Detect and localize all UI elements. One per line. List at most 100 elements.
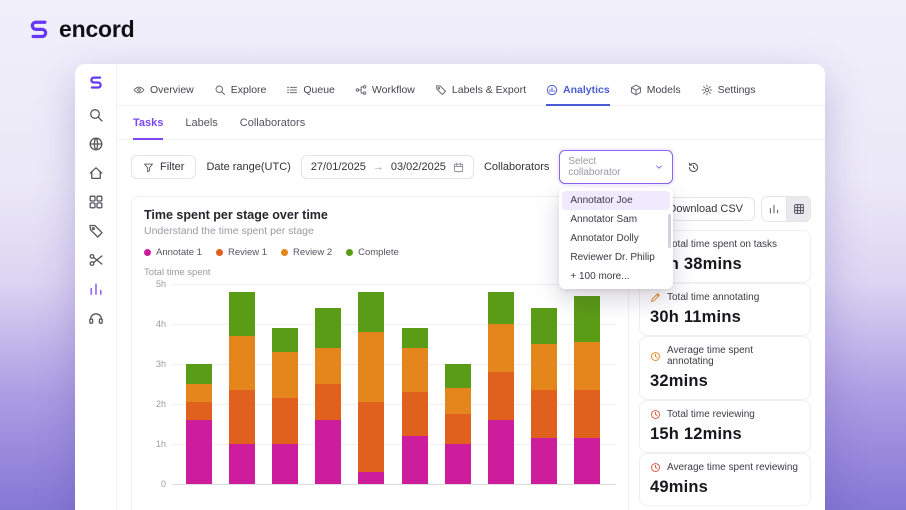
app-window: Overview Explore Queue Workflow Labels & Exp… — [75, 64, 825, 510]
legend-item[interactable]: Review 1 — [215, 247, 267, 258]
chart-subtitle: Understand the time spent per stage — [144, 225, 314, 237]
bar-segment — [573, 438, 600, 484]
sidebar-encord-logo-icon[interactable] — [87, 74, 105, 92]
stat-card: Average time spent reviewing 49mins — [639, 453, 811, 506]
bar-segment — [530, 438, 557, 484]
bar-segment — [272, 398, 299, 444]
tab-analytics[interactable]: Analytics — [546, 76, 610, 106]
stat-value: 32mins — [650, 372, 709, 390]
bar-segment — [315, 308, 342, 348]
stat-title: Average time spent annotating — [667, 345, 753, 367]
table-view-button[interactable] — [786, 197, 810, 221]
encord-brand: encord — [26, 16, 135, 43]
subtab-collaborators[interactable]: Collaborators — [239, 117, 306, 129]
bar-segment — [573, 296, 600, 342]
bar-segment — [186, 384, 212, 402]
bar-segment — [186, 420, 212, 484]
filter-button-label: Filter — [160, 161, 185, 173]
bar-segment — [487, 372, 514, 420]
bar-segment — [229, 390, 256, 444]
sidebar-search-icon[interactable] — [88, 107, 104, 123]
tab-models[interactable]: Models — [630, 76, 681, 106]
bar-segment — [358, 292, 385, 332]
stat-title: Average time spent reviewing — [667, 462, 798, 473]
dropdown-option[interactable]: + 100 more... — [570, 271, 630, 282]
sidebar-apps-icon[interactable] — [88, 194, 104, 210]
sidebar-scissors-icon[interactable] — [88, 252, 104, 268]
refresh-icon[interactable] — [683, 157, 703, 177]
stat-value: 49mins — [650, 478, 709, 496]
filter-row: Filter Date range(UTC) 27/01/2025 → 03/0… — [117, 140, 825, 289]
stat-title: Total time annotating — [667, 292, 760, 303]
subtab-labels[interactable]: Labels — [185, 117, 218, 129]
y-tick-label: 1h — [155, 439, 166, 449]
sidebar-analytics-icon[interactable] — [88, 281, 104, 297]
chart-card: Time spent per stage over time Understan… — [131, 196, 629, 510]
bar-segment — [444, 414, 471, 444]
bar-column — [573, 296, 600, 484]
encord-logo-icon — [26, 17, 52, 43]
dropdown-option[interactable]: Annotator Joe — [562, 191, 671, 210]
sidebar-globe-icon[interactable] — [88, 136, 104, 152]
sidebar-home-icon[interactable] — [88, 165, 104, 181]
bar-segment — [487, 324, 514, 372]
download-csv-label: Download CSV — [668, 203, 743, 215]
bar-column — [530, 308, 557, 484]
bar-segment — [358, 402, 385, 472]
bar-segment — [229, 444, 256, 484]
legend-item[interactable]: Annotate 1 — [144, 247, 202, 258]
clock-icon — [650, 351, 661, 362]
date-arrow: → — [372, 161, 384, 173]
sidebar-annotate-icon[interactable] — [88, 223, 104, 239]
collaborator-select[interactable]: Select collaborator — [559, 150, 674, 184]
y-tick-label: 0 — [160, 479, 166, 489]
legend-item[interactable]: Complete — [346, 247, 399, 258]
tab-workflow[interactable]: Workflow — [355, 76, 415, 106]
bar-chart-icon — [768, 203, 780, 215]
dropdown-option[interactable]: Annotator Sam — [570, 214, 638, 225]
tab-settings[interactable]: Settings — [701, 76, 756, 106]
chart-title: Time spent per stage over time — [144, 208, 328, 222]
subtab-tasks[interactable]: Tasks — [133, 117, 164, 140]
chart-view-button[interactable] — [762, 197, 786, 221]
tab-overview[interactable]: Overview — [133, 76, 194, 106]
tab-labels-export[interactable]: Labels & Export — [435, 76, 526, 106]
grid-icon — [793, 203, 805, 215]
content-area: Overview Explore Queue Workflow Labels & Exp… — [117, 64, 825, 510]
tab-queue[interactable]: Queue — [286, 76, 335, 106]
dropdown-scrollbar[interactable] — [668, 214, 672, 248]
chevron-down-icon — [654, 162, 664, 172]
dropdown-option[interactable]: Reviewer Dr. Philip — [570, 252, 655, 263]
bar-segment — [530, 308, 557, 344]
legend-item[interactable]: Review 2 — [281, 247, 332, 258]
bar-segment — [229, 336, 256, 390]
tab-explore[interactable]: Explore — [214, 76, 266, 106]
stat-value: 15h 12mins — [650, 425, 742, 443]
gridline — [172, 364, 616, 365]
date-range-input[interactable]: 27/01/2025 → 03/02/2025 — [300, 155, 474, 179]
y-axis-caption: Total time spent — [144, 267, 211, 278]
funnel-icon — [143, 162, 154, 173]
sidebar-support-icon[interactable] — [88, 310, 104, 326]
dropdown-options: Annotator Joe Annotator Sam Annotator Doll… — [562, 191, 671, 286]
clock-icon — [650, 462, 661, 473]
gridline — [172, 284, 616, 285]
bar-segment — [358, 472, 385, 484]
main-area: Time spent per stage over time Understan… — [117, 194, 825, 510]
date-to-value[interactable]: 03/02/2025 — [390, 161, 446, 173]
pencil-icon — [650, 292, 661, 303]
collaborator-select-placeholder: Select collaborator — [568, 156, 621, 178]
bar-column — [186, 364, 212, 484]
gridline — [172, 404, 616, 405]
bar-segment — [530, 390, 557, 438]
bar-segment — [487, 292, 514, 324]
bar-column — [487, 292, 514, 484]
bar-column — [444, 364, 471, 484]
bars — [174, 284, 612, 484]
filter-button[interactable]: Filter — [131, 155, 197, 179]
gridline — [172, 444, 616, 445]
date-from-value[interactable]: 27/01/2025 — [310, 161, 366, 173]
bar-column — [229, 292, 256, 484]
dropdown-option[interactable]: Annotator Dolly — [570, 233, 639, 244]
bar-column — [358, 292, 385, 484]
